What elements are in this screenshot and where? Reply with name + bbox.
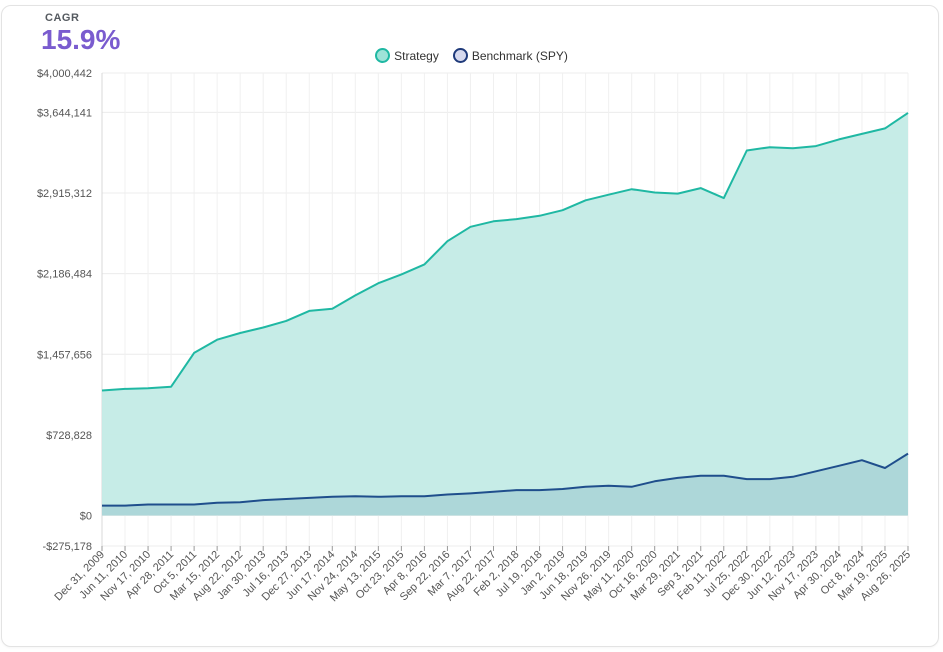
chart-legend: Strategy Benchmark (SPY)	[0, 48, 943, 63]
y-tick-label: $2,915,312	[37, 188, 92, 200]
y-tick-label: $728,828	[46, 430, 92, 442]
y-tick-label: $0	[80, 511, 92, 523]
y-tick-label: $2,186,484	[37, 269, 92, 281]
cagr-value: 15.9%	[41, 24, 121, 55]
strategy-area	[102, 112, 908, 516]
strategy-swatch-icon	[375, 48, 391, 63]
y-tick-label: $3,644,141	[37, 107, 92, 119]
legend-label-benchmark: Benchmark (SPY)	[471, 48, 568, 63]
benchmark-line	[102, 452, 909, 507]
legend-item-benchmark[interactable]: Benchmark (SPY)	[452, 48, 568, 63]
benchmark-area	[102, 453, 908, 516]
y-tick-label: -$275,178	[42, 541, 92, 553]
y-tick-label: $4,000,442	[37, 68, 92, 80]
benchmark-swatch-icon	[452, 48, 468, 63]
cagr-label: CAGR	[45, 12, 80, 24]
strategy-line	[101, 112, 909, 392]
legend-label-strategy: Strategy	[394, 48, 439, 63]
y-tick-label: $1,457,656	[37, 349, 92, 361]
legend-item-strategy[interactable]: Strategy	[375, 48, 439, 63]
